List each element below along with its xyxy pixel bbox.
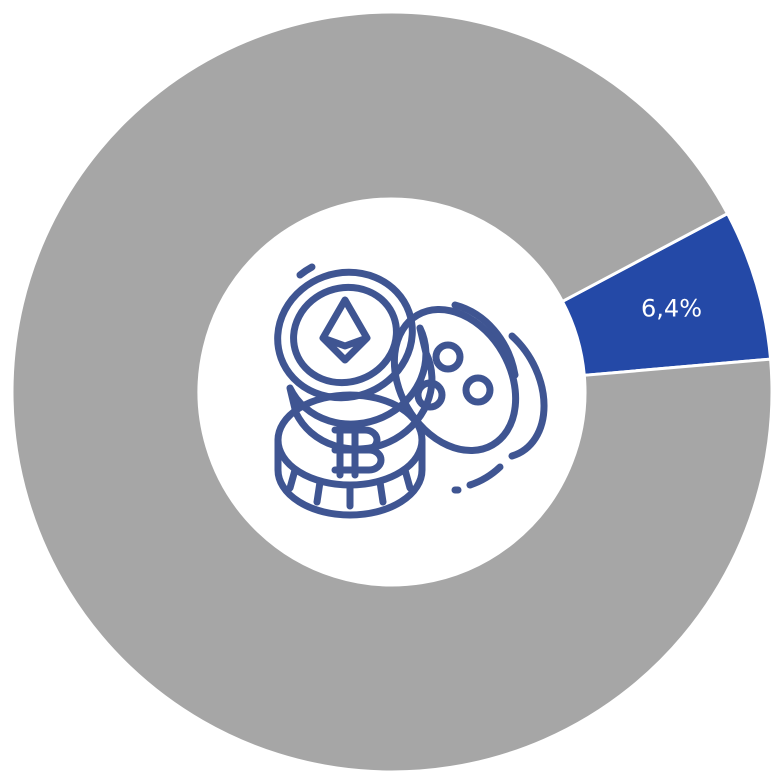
- slices: 6,4%: [10, 10, 773, 773]
- value-label: 6,4%: [641, 294, 702, 322]
- slice: [10, 10, 773, 773]
- crypto-coins-icon: [274, 263, 548, 519]
